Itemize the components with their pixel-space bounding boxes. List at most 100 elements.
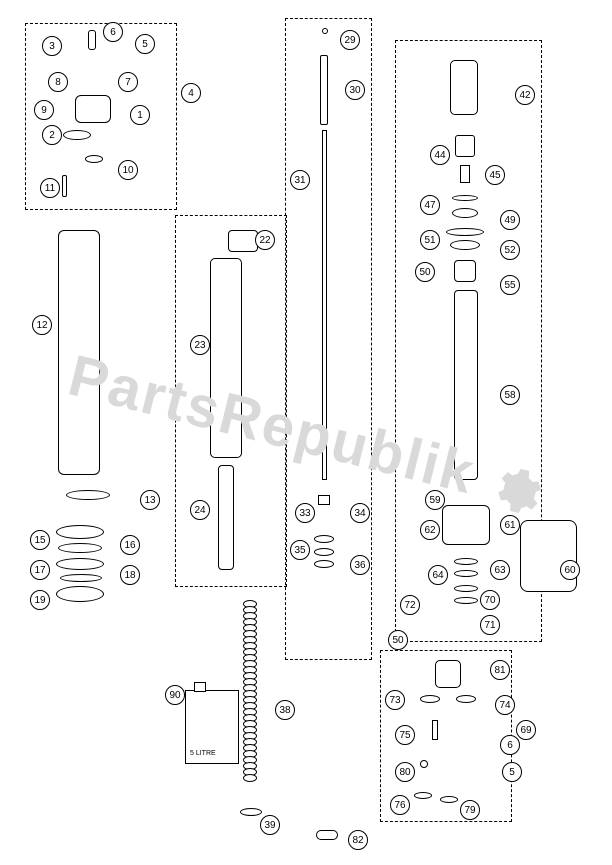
- callout-2: 2: [42, 125, 62, 145]
- snap-ring-13: [66, 490, 110, 500]
- o-ring-10: [85, 155, 103, 163]
- axle-clamp-60: [520, 520, 577, 592]
- cartridge-tube-58: [454, 290, 478, 480]
- o-ring-2: [63, 130, 91, 140]
- outer-fork-tube: [58, 230, 100, 475]
- shim-70: [454, 585, 478, 592]
- rebound-body-81: [435, 660, 461, 688]
- foot-body: [442, 505, 490, 545]
- needle-11: [62, 175, 67, 197]
- callout-13: 13: [140, 490, 160, 510]
- callout-61: 61: [500, 515, 520, 535]
- callout-10: 10: [118, 160, 138, 180]
- callout-80: 80: [395, 762, 415, 782]
- ring-51: [446, 228, 484, 236]
- bushing-16: [58, 543, 102, 553]
- needle-75: [432, 720, 438, 740]
- callout-9: 9: [34, 100, 54, 120]
- callout-5: 5: [502, 762, 522, 782]
- oring-79: [440, 796, 458, 803]
- rod-nut-33: [318, 495, 330, 505]
- rod-top-29: [322, 28, 328, 34]
- cap-22: [228, 230, 258, 252]
- inner-tube-23: [210, 258, 242, 458]
- washer-63: [454, 558, 478, 565]
- callout-19: 19: [30, 590, 50, 610]
- callout-58: 58: [500, 385, 520, 405]
- callout-47: 47: [420, 195, 440, 215]
- callout-90: 90: [165, 685, 185, 705]
- oil-seal-17: [56, 558, 104, 570]
- bushing-19: [56, 586, 104, 602]
- oil-can-label: 5 LITRE: [190, 750, 216, 757]
- callout-3: 3: [42, 36, 62, 56]
- callout-73: 73: [385, 690, 405, 710]
- callout-38: 38: [275, 700, 295, 720]
- rod-upper-30: [320, 55, 328, 125]
- oring-73: [420, 695, 440, 703]
- washer-64: [454, 570, 478, 577]
- callout-72: 72: [400, 595, 420, 615]
- callout-6: 6: [500, 735, 520, 755]
- callout-76: 76: [390, 795, 410, 815]
- cap-plug: [75, 95, 111, 123]
- callout-63: 63: [490, 560, 510, 580]
- callout-6: 6: [103, 22, 123, 42]
- callout-15: 15: [30, 530, 50, 550]
- cartridge-top-42: [450, 60, 478, 115]
- callout-45: 45: [485, 165, 505, 185]
- callout-12: 12: [32, 315, 52, 335]
- callout-82: 82: [348, 830, 368, 850]
- callout-75: 75: [395, 725, 415, 745]
- callout-33: 33: [295, 503, 315, 523]
- callout-81: 81: [490, 660, 510, 680]
- callout-51: 51: [420, 230, 440, 250]
- oil-can: 5 LITRE: [185, 690, 239, 764]
- callout-50: 50: [415, 262, 435, 282]
- callout-69: 69: [516, 720, 536, 740]
- seal-52: [450, 240, 480, 250]
- parts-diagram-canvas: 5 LITRE PartsRepublik 469123567891011121…: [0, 0, 612, 865]
- callout-52: 52: [500, 240, 520, 260]
- rod-oring-36: [314, 548, 334, 556]
- callout-71: 71: [480, 615, 500, 635]
- guide-55: [454, 260, 476, 282]
- valve-45: [460, 165, 470, 183]
- callout-1: 1: [130, 105, 150, 125]
- callout-4: 4: [181, 83, 201, 103]
- piston-44: [455, 135, 475, 157]
- callout-36: 36: [350, 555, 370, 575]
- washer-18: [60, 574, 102, 582]
- callout-30: 30: [345, 80, 365, 100]
- callout-35: 35: [290, 540, 310, 560]
- shim-47: [452, 195, 478, 201]
- callout-79: 79: [460, 800, 480, 820]
- shim-71: [454, 597, 478, 604]
- callout-74: 74: [495, 695, 515, 715]
- callout-50: 50: [388, 630, 408, 650]
- callout-18: 18: [120, 565, 140, 585]
- callout-22: 22: [255, 230, 275, 250]
- rod-main-31: [322, 130, 327, 480]
- oring-74: [456, 695, 476, 703]
- rod-oring-36b: [314, 560, 334, 568]
- dust-seal-15: [56, 525, 104, 539]
- callout-70: 70: [480, 590, 500, 610]
- callout-59: 59: [425, 490, 445, 510]
- callout-42: 42: [515, 85, 535, 105]
- callout-5: 5: [135, 34, 155, 54]
- callout-8: 8: [48, 72, 68, 92]
- callout-24: 24: [190, 500, 210, 520]
- callout-55: 55: [500, 275, 520, 295]
- adjuster-screw-top: [88, 30, 96, 50]
- oring-76: [414, 792, 432, 799]
- ball-80: [420, 760, 428, 768]
- callout-64: 64: [428, 565, 448, 585]
- piston-rod-24: [218, 465, 234, 570]
- main-spring: [243, 600, 257, 780]
- callout-44: 44: [430, 145, 450, 165]
- callout-31: 31: [290, 170, 310, 190]
- cap-82: [316, 830, 338, 840]
- callout-29: 29: [340, 30, 360, 50]
- spring-seat-39: [240, 808, 262, 816]
